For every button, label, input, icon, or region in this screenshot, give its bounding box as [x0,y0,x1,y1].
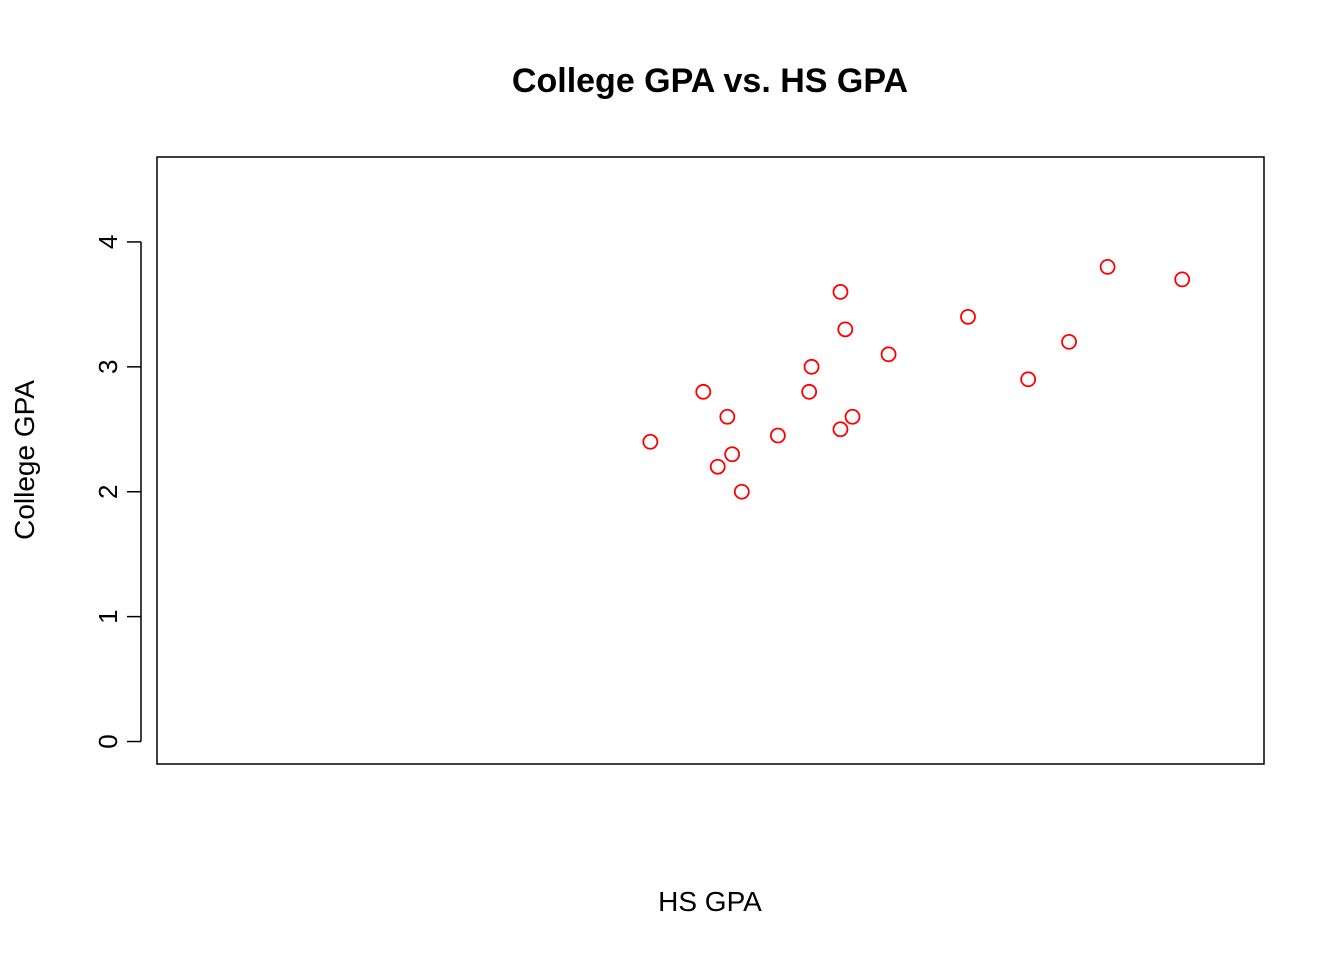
y-tick-label: 4 [93,235,123,249]
chart-title: College GPA vs. HS GPA [512,62,908,100]
data-point [1174,271,1191,288]
data-point [960,308,976,325]
data-point [695,383,712,400]
data-point [733,483,750,500]
y-tick-label: 2 [93,484,123,498]
y-tick-label: 3 [93,360,123,374]
data-points [642,259,1191,500]
y-axis-label: College GPA [9,380,40,540]
data-point [1020,371,1037,388]
data-point [709,458,726,475]
x-axis-label: HS GPA [658,886,762,917]
data-point [1099,259,1116,275]
plot-frame [156,156,1265,765]
data-point [832,421,849,438]
y-axis: 0 1 2 3 4 [93,235,142,749]
data-point [1061,333,1077,350]
data-point [724,446,741,463]
data-point [642,433,659,450]
data-point [719,408,736,425]
data-point [880,346,897,363]
data-point [769,427,786,444]
data-point [803,358,820,375]
y-tick-label: 1 [93,609,123,623]
data-point [844,408,861,425]
data-point [837,321,854,338]
y-tick-label: 0 [93,734,123,748]
data-point [832,283,849,300]
data-point [801,383,818,400]
